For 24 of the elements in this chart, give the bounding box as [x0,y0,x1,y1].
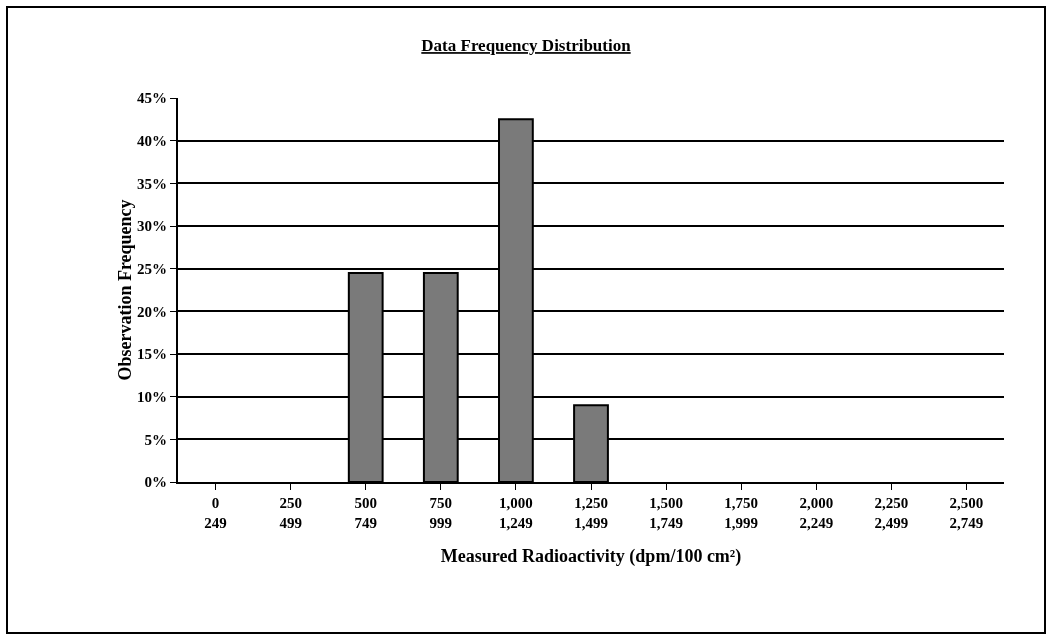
x-tick-label: 1,250 1,499 [574,495,608,531]
y-tick-label: 40% [137,132,167,149]
x-tick-label: 2,250 2,499 [874,495,909,531]
y-tick-label: 5% [144,431,167,448]
x-tick-label: 2,500 2,749 [949,495,984,531]
x-tick-label: 750 999 [429,495,453,531]
y-tick-label: 35% [137,175,167,192]
y-tick-label: 0% [144,474,167,491]
y-tick-label: 30% [137,218,167,235]
x-tick-label: 0 249 [204,495,227,531]
y-axis-title: Observation Frequency [115,199,135,381]
x-axis-title: Measured Radioactivity (dpm/100 cm²) [440,546,742,568]
x-tick-label: 1,750 1,999 [724,495,759,531]
chart-title: Data Frequency Distribution [421,36,632,56]
x-tick-label: 500 749 [354,495,377,531]
x-tick-label: 2,000 2,249 [799,495,834,531]
y-tick-label: 10% [137,388,167,405]
y-tick-label: 20% [137,303,167,320]
y-tick-label: 25% [137,260,167,277]
x-tick-label: 250 499 [279,495,302,531]
y-tick-label: 15% [137,346,167,363]
y-tick-label: 45% [137,90,167,107]
x-tick-label: 1,500 1,749 [649,495,683,531]
x-tick-label: 1,000 1,249 [499,495,533,531]
